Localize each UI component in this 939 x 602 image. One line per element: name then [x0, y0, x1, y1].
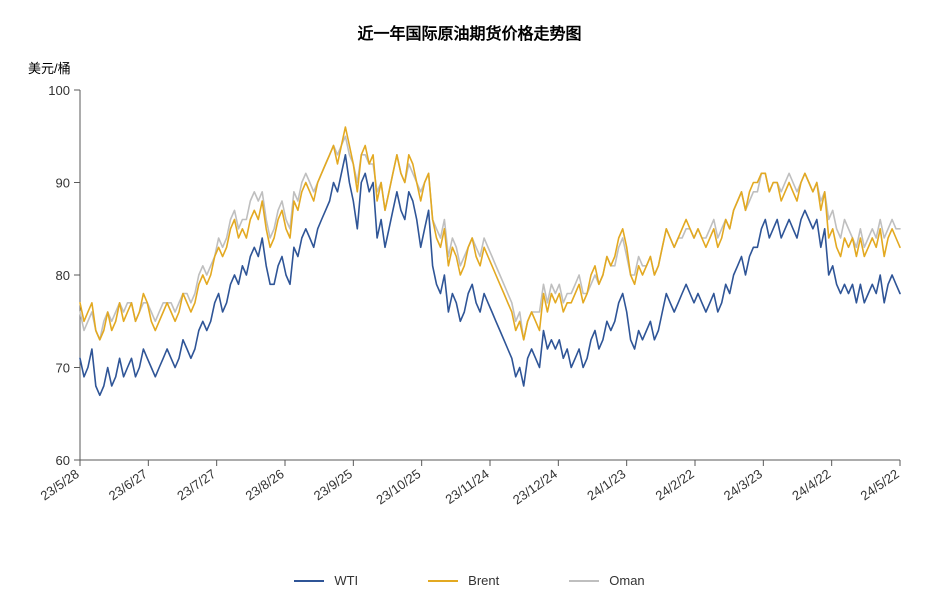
legend-label: Brent — [468, 573, 499, 588]
legend-item-oman: Oman — [569, 573, 644, 588]
legend-item-wti: WTI — [294, 573, 358, 588]
svg-text:80: 80 — [56, 268, 70, 283]
svg-text:23/5/28: 23/5/28 — [38, 466, 82, 503]
oil-price-chart: 近一年国际原油期货价格走势图 美元/桶 6070809010023/5/2823… — [0, 0, 939, 602]
chart-legend: WTI Brent Oman — [0, 573, 939, 588]
svg-text:23/8/26: 23/8/26 — [243, 466, 287, 503]
svg-text:23/7/27: 23/7/27 — [174, 466, 218, 503]
legend-swatch — [294, 580, 324, 582]
legend-label: WTI — [334, 573, 358, 588]
svg-text:90: 90 — [56, 176, 70, 191]
svg-text:24/5/22: 24/5/22 — [858, 466, 902, 503]
svg-text:24/4/22: 24/4/22 — [789, 466, 833, 503]
legend-swatch — [569, 580, 599, 582]
svg-text:23/12/24: 23/12/24 — [510, 466, 560, 507]
svg-text:60: 60 — [56, 453, 70, 468]
svg-text:24/1/23: 24/1/23 — [584, 466, 628, 503]
legend-label: Oman — [609, 573, 644, 588]
svg-text:23/6/27: 23/6/27 — [106, 466, 150, 503]
svg-text:24/3/23: 24/3/23 — [721, 466, 765, 503]
svg-text:70: 70 — [56, 361, 70, 376]
legend-swatch — [428, 580, 458, 582]
svg-text:23/9/25: 23/9/25 — [311, 466, 355, 503]
legend-item-brent: Brent — [428, 573, 499, 588]
svg-text:23/10/25: 23/10/25 — [373, 466, 423, 507]
svg-text:23/11/24: 23/11/24 — [442, 466, 491, 507]
svg-text:100: 100 — [48, 83, 70, 98]
chart-plot-area: 60 70 80 90 100 23/5/28 23/6/27 23/7/27 23/8/26 2… — [0, 0, 939, 602]
svg-text:24/2/22: 24/2/22 — [653, 466, 697, 503]
